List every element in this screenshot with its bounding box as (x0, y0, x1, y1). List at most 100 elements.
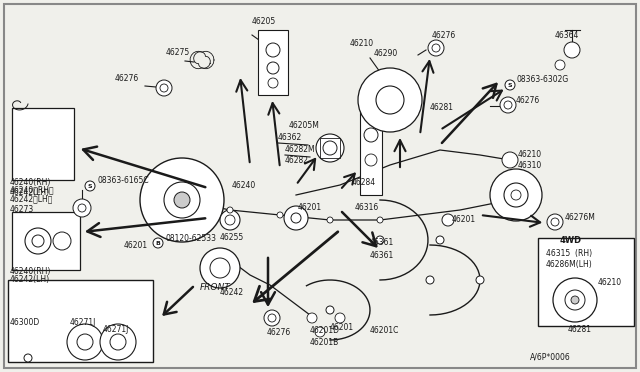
Circle shape (264, 310, 280, 326)
Circle shape (220, 210, 240, 230)
Circle shape (505, 80, 515, 90)
Circle shape (267, 62, 279, 74)
Circle shape (504, 101, 512, 109)
Text: 46361: 46361 (370, 238, 394, 247)
Text: 46201: 46201 (330, 323, 354, 332)
Circle shape (32, 235, 44, 247)
Text: 46255: 46255 (220, 233, 244, 242)
Text: 46281: 46281 (568, 325, 592, 334)
Text: A/6P*0006: A/6P*0006 (530, 353, 571, 362)
Text: 46282: 46282 (285, 156, 309, 165)
Circle shape (160, 84, 168, 92)
Text: 46210: 46210 (350, 39, 374, 48)
Circle shape (500, 97, 516, 113)
Circle shape (227, 207, 233, 213)
Circle shape (266, 43, 280, 57)
Circle shape (551, 218, 559, 226)
Text: 46284: 46284 (352, 178, 376, 187)
Text: 46205M: 46205M (289, 121, 320, 130)
Text: 46275: 46275 (166, 48, 190, 57)
Bar (258, 30, 288, 95)
Circle shape (277, 212, 283, 218)
Text: 46201: 46201 (452, 215, 476, 224)
Text: 46310: 46310 (518, 161, 542, 170)
Circle shape (571, 296, 579, 304)
Circle shape (364, 128, 378, 142)
Text: 46242: 46242 (220, 288, 244, 297)
Circle shape (376, 236, 384, 244)
Text: 46240(RH): 46240(RH) (10, 178, 51, 187)
Circle shape (78, 204, 86, 212)
Text: 46286M(LH): 46286M(LH) (546, 260, 593, 269)
Text: B: B (156, 241, 161, 246)
Text: 46210: 46210 (518, 150, 542, 159)
Text: 46210: 46210 (598, 278, 622, 287)
Text: 46271J: 46271J (103, 325, 129, 334)
Circle shape (377, 217, 383, 223)
Circle shape (432, 44, 440, 52)
Text: 46242・LH・: 46242・LH・ (10, 194, 53, 203)
Text: 46242(LH): 46242(LH) (10, 275, 50, 284)
Text: 46201D: 46201D (310, 326, 340, 335)
Circle shape (24, 354, 32, 362)
Circle shape (85, 181, 95, 191)
Text: 46276: 46276 (267, 328, 291, 337)
Circle shape (25, 228, 51, 254)
Bar (8, 280, 153, 362)
Circle shape (565, 290, 585, 310)
Circle shape (73, 199, 91, 217)
Circle shape (327, 217, 333, 223)
Text: 46240・RH・: 46240・RH・ (10, 185, 54, 194)
Circle shape (153, 238, 163, 248)
Text: 46300D: 46300D (10, 318, 40, 327)
Circle shape (268, 314, 276, 322)
Bar (360, 95, 382, 195)
Circle shape (77, 334, 93, 350)
Text: 08120-62533: 08120-62533 (165, 234, 216, 243)
Circle shape (268, 78, 278, 88)
Circle shape (323, 141, 337, 155)
Circle shape (428, 40, 444, 56)
Circle shape (547, 214, 563, 230)
Circle shape (490, 169, 542, 221)
Text: 46242(LH): 46242(LH) (10, 188, 50, 197)
Text: 46276M: 46276M (565, 213, 596, 222)
Text: 46282M: 46282M (285, 145, 316, 154)
Circle shape (365, 154, 377, 166)
Text: 46290: 46290 (374, 49, 398, 58)
Text: 46364: 46364 (555, 31, 579, 40)
Circle shape (210, 258, 230, 278)
Circle shape (511, 190, 521, 200)
Circle shape (315, 327, 325, 337)
Circle shape (426, 276, 434, 284)
Circle shape (316, 134, 344, 162)
Circle shape (307, 313, 317, 323)
Circle shape (555, 60, 565, 70)
Circle shape (504, 183, 528, 207)
Circle shape (442, 214, 454, 226)
Circle shape (553, 278, 597, 322)
Circle shape (200, 248, 240, 288)
Circle shape (364, 108, 378, 122)
Circle shape (156, 80, 172, 96)
Circle shape (358, 68, 422, 132)
Circle shape (225, 215, 235, 225)
Circle shape (164, 182, 200, 218)
Circle shape (174, 192, 190, 208)
Text: 46273: 46273 (10, 205, 35, 214)
Text: 46276: 46276 (516, 96, 540, 105)
Text: 46201: 46201 (124, 241, 148, 250)
Text: 46201: 46201 (298, 203, 322, 212)
Circle shape (291, 213, 301, 223)
Text: 08363-6302G: 08363-6302G (517, 75, 569, 84)
Text: 46361: 46361 (370, 251, 394, 260)
Text: 46240: 46240 (232, 181, 256, 190)
Bar (12, 212, 80, 270)
Text: 46276: 46276 (115, 74, 140, 83)
Circle shape (476, 276, 484, 284)
Circle shape (100, 324, 136, 360)
Circle shape (67, 324, 103, 360)
Text: 4WD: 4WD (560, 236, 582, 245)
Bar (12, 108, 74, 180)
Text: 46201B: 46201B (310, 338, 339, 347)
